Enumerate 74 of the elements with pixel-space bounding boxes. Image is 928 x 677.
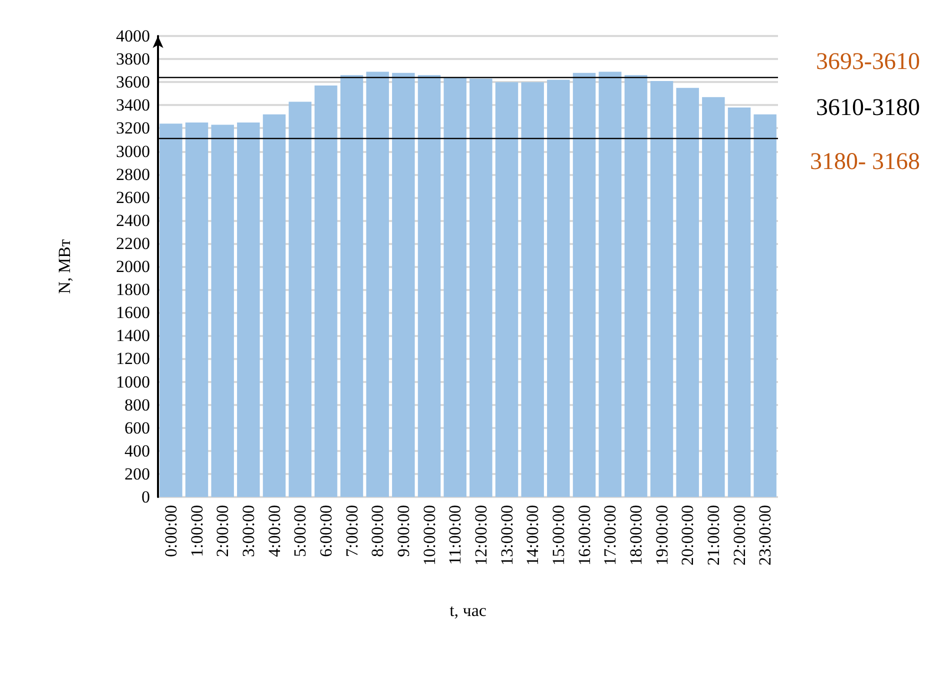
y-tick-label: 3200 bbox=[116, 118, 150, 138]
bar bbox=[418, 75, 441, 497]
bar bbox=[237, 122, 260, 497]
y-tick-label: 2400 bbox=[116, 210, 150, 230]
x-tick-label: 2:00:00 bbox=[213, 505, 232, 557]
bar bbox=[288, 102, 312, 497]
bar bbox=[650, 80, 674, 497]
x-tick-label: 11:00:00 bbox=[446, 505, 465, 565]
bar bbox=[262, 114, 286, 497]
x-tick-label: 20:00:00 bbox=[678, 505, 698, 566]
x-tick-label: 17:00:00 bbox=[600, 505, 620, 566]
y-tick-label: 2200 bbox=[116, 234, 150, 253]
bar bbox=[211, 124, 234, 497]
x-tick-label: 7:00:00 bbox=[342, 505, 362, 557]
y-tick-label: 1800 bbox=[116, 280, 150, 300]
y-tick-label: 200 bbox=[124, 464, 150, 484]
y-tick-label: 3600 bbox=[116, 72, 150, 92]
bar bbox=[340, 75, 364, 497]
x-tick-label: 23:00:00 bbox=[756, 505, 775, 566]
x-tick-label: 6:00:00 bbox=[316, 505, 336, 557]
y-tick-label: 1600 bbox=[116, 303, 150, 322]
bar bbox=[392, 72, 415, 497]
text: 3180- 3168 bbox=[810, 149, 920, 175]
text: 3693-3610 bbox=[816, 49, 920, 75]
y-tick-label: 1000 bbox=[116, 372, 150, 392]
y-tick-label: 0 bbox=[142, 488, 150, 506]
text: 3610-3180 bbox=[816, 95, 920, 121]
x-tick-label: 8:00:00 bbox=[368, 505, 388, 557]
bar bbox=[547, 80, 570, 497]
x-tick-label: 5:00:00 bbox=[290, 505, 310, 557]
bar bbox=[754, 114, 776, 497]
bar bbox=[470, 78, 492, 497]
bar bbox=[521, 82, 544, 497]
y-axis-title: N, МВт bbox=[55, 238, 74, 294]
x-axis-title: t, час bbox=[450, 601, 487, 620]
y-tick-label: 4000 bbox=[116, 26, 150, 46]
x-tick-label: 18:00:00 bbox=[626, 505, 646, 566]
bar bbox=[366, 72, 389, 497]
bar bbox=[495, 82, 518, 497]
x-tick-label: 15:00:00 bbox=[548, 505, 568, 566]
y-tick-label: 2600 bbox=[116, 188, 150, 207]
y-tick-label: 2800 bbox=[116, 164, 150, 184]
x-tick-label: 14:00:00 bbox=[523, 505, 542, 566]
y-tick-label: 600 bbox=[124, 418, 150, 438]
bar bbox=[572, 72, 596, 497]
y-tick-label: 1200 bbox=[116, 349, 150, 368]
y-tick-label: 2000 bbox=[116, 257, 150, 276]
x-tick-label: 19:00:00 bbox=[652, 505, 672, 566]
x-tick-label: 9:00:00 bbox=[394, 505, 413, 557]
x-tick-label: 22:00:00 bbox=[730, 505, 749, 566]
y-tick-label: 3800 bbox=[116, 50, 150, 69]
x-tick-label: 4:00:00 bbox=[264, 505, 284, 557]
bar bbox=[185, 122, 208, 497]
y-tick-label: 800 bbox=[124, 395, 150, 414]
x-tick-label: 3:00:00 bbox=[238, 505, 258, 557]
y-tick-label: 3400 bbox=[116, 96, 150, 115]
x-tick-label: 12:00:00 bbox=[471, 505, 490, 566]
bar bbox=[676, 88, 699, 497]
x-tick-label: 21:00:00 bbox=[704, 505, 723, 566]
bar bbox=[314, 86, 338, 497]
x-tick-label: 0:00:00 bbox=[161, 505, 180, 557]
x-tick-label: 13:00:00 bbox=[497, 505, 516, 566]
bar bbox=[624, 75, 648, 497]
bar bbox=[702, 97, 725, 497]
bar bbox=[160, 124, 182, 497]
bar bbox=[728, 107, 751, 497]
y-tick-label: 1400 bbox=[116, 326, 150, 346]
bar bbox=[444, 77, 466, 497]
y-tick-label: 3000 bbox=[116, 142, 150, 161]
x-tick-label: 1:00:00 bbox=[187, 505, 206, 557]
bar bbox=[598, 72, 622, 497]
y-tick-label: 400 bbox=[124, 441, 150, 460]
x-tick-label: 10:00:00 bbox=[420, 505, 439, 566]
x-tick-label: 16:00:00 bbox=[574, 505, 594, 566]
